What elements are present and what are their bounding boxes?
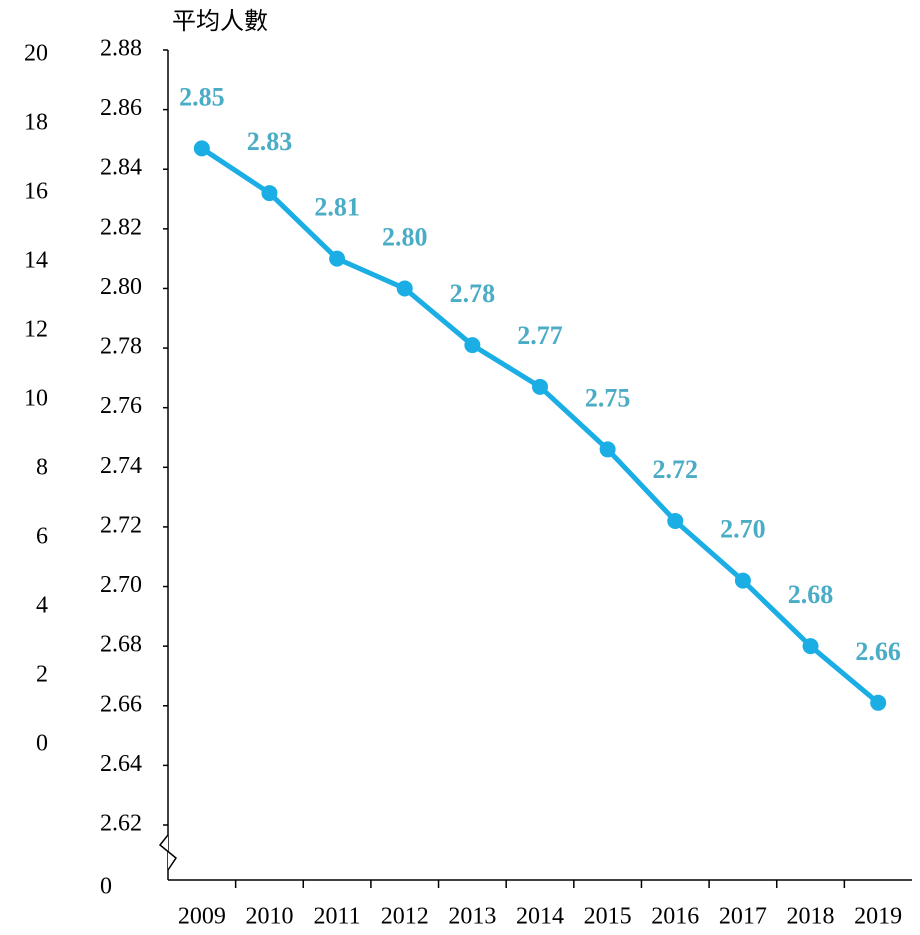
point: [464, 337, 481, 354]
y-tick-label: 2.88: [100, 36, 142, 62]
y2-tick-label: 20: [24, 41, 48, 67]
x-tick-label: 2017: [719, 904, 767, 930]
y-tick-label: 2.74: [100, 453, 142, 479]
value-label: 2.85: [179, 82, 225, 111]
x-tick-label: 2019: [854, 904, 902, 930]
y-tick-label: 2.64: [100, 751, 142, 777]
y2-tick-label: 2: [36, 662, 48, 688]
y-tick-label: 2.70: [100, 572, 142, 598]
y2-tick-label: 8: [36, 455, 48, 481]
axis-break-label: 0: [100, 874, 112, 900]
line: [200, 146, 880, 705]
value-label: 2.80: [382, 222, 428, 251]
value-label: 2.72: [653, 455, 699, 484]
y-tick-label: 2.80: [100, 274, 142, 300]
axis-break: [158, 834, 178, 871]
y2-tick-label: 14: [24, 248, 48, 274]
value-label: 2.78: [450, 279, 496, 308]
value-label: 2.83: [247, 127, 293, 156]
point: [193, 140, 210, 157]
value-label: 2.70: [720, 515, 766, 544]
y2-tick-label: 4: [36, 593, 48, 619]
y-tick-label: 2.86: [100, 95, 142, 121]
y-tick-label: 2.82: [100, 214, 142, 240]
x-tick-label: 2009: [178, 904, 226, 930]
x-tick-label: 2014: [516, 904, 564, 930]
value-label: 2.81: [314, 193, 360, 222]
y2-tick-label: 0: [36, 731, 48, 757]
point: [329, 250, 346, 267]
y-tick-label: 2.84: [100, 155, 142, 181]
point: [261, 185, 278, 202]
y-tick-label: 2.76: [100, 393, 142, 419]
x-tick-label: 2015: [584, 904, 632, 930]
y-tick-label: 2.68: [100, 632, 142, 658]
point: [599, 441, 616, 458]
y2-tick-label: 6: [36, 524, 48, 550]
point: [870, 694, 887, 711]
point: [667, 512, 684, 529]
x-tick-label: 2016: [651, 904, 699, 930]
value-label: 2.68: [788, 580, 834, 609]
value-label: 2.66: [855, 637, 901, 666]
y2-tick-label: 18: [24, 110, 48, 136]
y2-tick-label: 12: [24, 317, 48, 343]
y-tick-label: 2.62: [100, 811, 142, 837]
point: [532, 378, 548, 395]
point: [734, 572, 751, 589]
x-tick-label: 2010: [245, 904, 293, 930]
y-tick-label: 2.66: [100, 691, 142, 717]
value-label: 2.75: [585, 383, 631, 412]
x-tick-label: 2011: [314, 904, 361, 930]
x-tick-label: 2013: [448, 904, 496, 930]
value-label: 2.77: [517, 321, 563, 350]
y2-tick-label: 10: [24, 386, 48, 412]
chart-title: 平均人數: [172, 7, 268, 35]
x-tick-label: 2018: [787, 904, 835, 930]
point: [396, 280, 413, 297]
y2-tick-label: 16: [24, 179, 48, 205]
x-tick-label: 2012: [381, 904, 429, 930]
y-tick-label: 2.78: [100, 334, 142, 360]
y-tick-label: 2.72: [100, 512, 142, 538]
point: [802, 638, 819, 655]
